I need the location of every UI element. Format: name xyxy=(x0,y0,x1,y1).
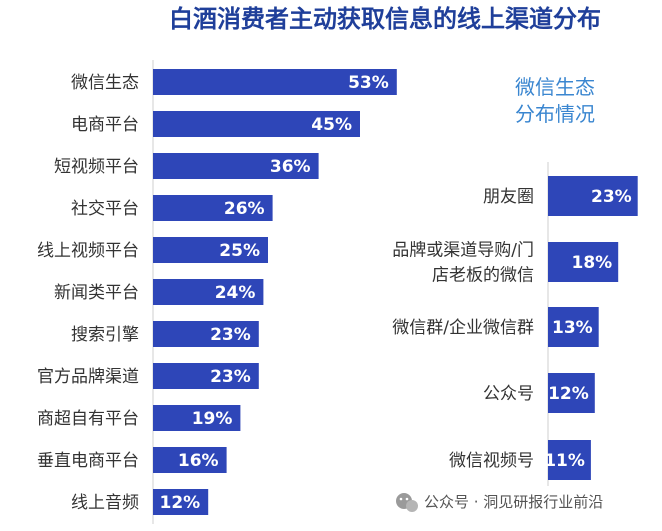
value-label: 25% xyxy=(219,241,260,261)
bar xyxy=(548,440,591,480)
bar xyxy=(548,242,619,282)
wechat-logo-icon xyxy=(396,493,418,512)
value-label: 36% xyxy=(270,157,311,177)
subchart-title-line: 微信生态 xyxy=(515,75,595,99)
category-label: 搜索引擎 xyxy=(71,325,139,345)
value-label: 26% xyxy=(224,199,265,219)
bar xyxy=(548,307,599,347)
watermark-text: 公众号 · 洞见研报行业前沿 xyxy=(424,493,603,511)
value-label: 18% xyxy=(571,253,612,273)
value-label: 24% xyxy=(215,283,256,303)
bar xyxy=(548,176,638,216)
category-label: 商超自有平台 xyxy=(37,409,139,429)
value-label: 16% xyxy=(178,451,219,471)
category-label: 微信群/企业微信群 xyxy=(392,318,534,338)
value-label: 13% xyxy=(552,318,593,338)
bar xyxy=(548,373,595,413)
value-label: 12% xyxy=(548,384,589,404)
bar xyxy=(153,237,268,263)
category-label: 线上视频平台 xyxy=(37,241,139,261)
bar xyxy=(153,405,241,431)
bar xyxy=(153,489,209,515)
category-label: 公众号 xyxy=(483,384,534,404)
category-label: 垂直电商平台 xyxy=(37,451,139,471)
watermark: 公众号 · 洞见研报行业前沿 xyxy=(396,493,603,512)
value-label: 45% xyxy=(311,115,352,135)
category-label: 社交平台 xyxy=(71,199,139,219)
category-label: 朋友圈 xyxy=(483,187,534,207)
bar xyxy=(153,111,360,137)
category-label: 微信视频号 xyxy=(449,451,534,471)
bar xyxy=(153,153,319,179)
value-label: 19% xyxy=(192,409,233,429)
category-label: 店老板的微信 xyxy=(432,266,534,286)
category-label: 官方品牌渠道 xyxy=(37,367,139,387)
value-label: 23% xyxy=(591,187,632,207)
category-label: 品牌或渠道导购/门 xyxy=(392,241,534,261)
bar xyxy=(153,195,273,221)
value-label: 53% xyxy=(348,73,389,93)
category-label: 新闻类平台 xyxy=(54,283,139,303)
value-label: 23% xyxy=(210,325,251,345)
bar xyxy=(153,279,264,305)
bar xyxy=(153,69,397,95)
category-label: 电商平台 xyxy=(71,115,139,135)
chart-title: 白酒消费者主动获取信息的线上渠道分布 xyxy=(169,5,601,33)
value-label: 11% xyxy=(544,451,585,471)
bar xyxy=(153,363,259,389)
left-bar-chart: 微信生态 53% 电商平台 45% 短视频平台 36% 社交平台 26% 线上视频平台 25% 新闻… xyxy=(37,60,397,524)
category-label: 短视频平台 xyxy=(54,157,139,177)
subchart-title-line: 分布情况 xyxy=(515,102,595,126)
bar xyxy=(153,321,259,347)
category-label: 微信生态 xyxy=(71,73,139,93)
bar xyxy=(153,447,227,473)
value-label: 23% xyxy=(210,367,251,387)
category-label: 线上音频 xyxy=(71,493,139,513)
value-label: 12% xyxy=(159,493,200,513)
